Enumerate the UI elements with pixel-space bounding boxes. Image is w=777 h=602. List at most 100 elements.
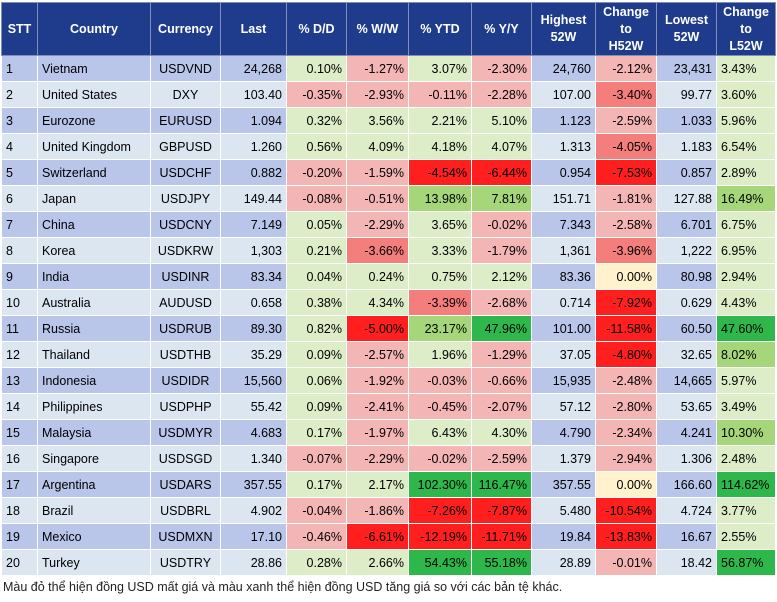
cell-ww: -1.92% — [346, 367, 409, 394]
cell-stt: 16 — [1, 445, 38, 472]
column-header-dd: % D/D — [286, 2, 347, 56]
cell-low: 80.98 — [656, 263, 717, 290]
cell-currency: EURUSD — [150, 107, 221, 134]
cell-low: 53.65 — [656, 393, 717, 420]
cell-ytd: -7.26% — [408, 497, 472, 524]
cell-chg-low: 114.62% — [716, 471, 776, 498]
cell-low: 99.77 — [656, 81, 717, 108]
cell-chg-high: -2.59% — [595, 107, 657, 134]
cell-country: China — [37, 211, 151, 238]
cell-ytd: -0.45% — [408, 393, 472, 420]
cell-stt: 15 — [1, 419, 38, 446]
cell-chg-low: 8.02% — [716, 341, 776, 368]
cell-high: 37.05 — [531, 341, 596, 368]
cell-low: 16.67 — [656, 523, 717, 550]
cell-last: 1,303 — [220, 237, 287, 264]
table-row: 3 Eurozone EURUSD 1.094 0.32% 3.56% 2.21% 5.10%… — [1, 107, 776, 134]
cell-yy: -1.29% — [471, 341, 532, 368]
cell-yy: -2.30% — [471, 55, 532, 82]
cell-dd: 0.04% — [286, 263, 347, 290]
cell-country: Mexico — [37, 523, 151, 550]
cell-dd: 0.17% — [286, 471, 347, 498]
cell-stt: 17 — [1, 471, 38, 498]
cell-yy: -1.79% — [471, 237, 532, 264]
cell-ytd: -0.02% — [408, 445, 472, 472]
cell-last: 17.10 — [220, 523, 287, 550]
cell-ww: -2.29% — [346, 211, 409, 238]
cell-ytd: 2.21% — [408, 107, 472, 134]
cell-country: Turkey — [37, 549, 151, 576]
cell-ww: -2.41% — [346, 393, 409, 420]
cell-low: 1,222 — [656, 237, 717, 264]
cell-dd: 0.56% — [286, 133, 347, 160]
cell-high: 1.123 — [531, 107, 596, 134]
cell-low: 1.183 — [656, 133, 717, 160]
cell-stt: 3 — [1, 107, 38, 134]
table-row: 14 Philippines USDPHP 55.42 0.09% -2.41% -0.45… — [1, 393, 776, 420]
table-row: 4 United Kingdom GBPUSD 1.260 0.56% 4.09% 4.18… — [1, 133, 776, 160]
column-header-country: Country — [37, 2, 151, 56]
cell-low: 166.60 — [656, 471, 717, 498]
cell-low: 1.306 — [656, 445, 717, 472]
cell-chg-low: 47.60% — [716, 315, 776, 342]
cell-low: 1.033 — [656, 107, 717, 134]
cell-currency: USDKRW — [150, 237, 221, 264]
cell-last: 55.42 — [220, 393, 287, 420]
cell-chg-low: 5.96% — [716, 107, 776, 134]
cell-dd: -0.35% — [286, 81, 347, 108]
column-header-ytd: % YTD — [408, 2, 472, 56]
column-header-stt: STT — [1, 2, 38, 56]
cell-dd: 0.06% — [286, 367, 347, 394]
cell-last: 149.44 — [220, 185, 287, 212]
cell-ytd: 3.33% — [408, 237, 472, 264]
cell-country: Thailand — [37, 341, 151, 368]
cell-dd: 0.05% — [286, 211, 347, 238]
column-header-low: Lowest 52W — [656, 2, 717, 56]
cell-high: 1.379 — [531, 445, 596, 472]
cell-chg-high: -3.96% — [595, 237, 657, 264]
cell-yy: -7.87% — [471, 497, 532, 524]
table-row: 12 Thailand USDTHB 35.29 0.09% -2.57% 1.96% -1.… — [1, 341, 776, 368]
cell-chg-high: -7.53% — [595, 159, 657, 186]
cell-yy: 4.07% — [471, 133, 532, 160]
cell-last: 357.55 — [220, 471, 287, 498]
cell-yy: 4.30% — [471, 419, 532, 446]
cell-ytd: -12.19% — [408, 523, 472, 550]
cell-chg-high: -10.54% — [595, 497, 657, 524]
cell-stt: 18 — [1, 497, 38, 524]
cell-ytd: 0.75% — [408, 263, 472, 290]
cell-yy: -2.28% — [471, 81, 532, 108]
cell-chg-high: -7.92% — [595, 289, 657, 316]
cell-low: 60.50 — [656, 315, 717, 342]
cell-country: Singapore — [37, 445, 151, 472]
cell-chg-high: 0.00% — [595, 263, 657, 290]
column-header-yy: % Y/Y — [471, 2, 532, 56]
cell-ytd: 6.43% — [408, 419, 472, 446]
cell-dd: 0.09% — [286, 393, 347, 420]
table-row: 17 Argentina USDARS 357.55 0.17% 2.17% 102.30%… — [1, 471, 776, 498]
cell-yy: 7.81% — [471, 185, 532, 212]
cell-ww: -2.29% — [346, 445, 409, 472]
cell-chg-low: 2.89% — [716, 159, 776, 186]
cell-country: Philippines — [37, 393, 151, 420]
cell-low: 23,431 — [656, 55, 717, 82]
cell-last: 1.094 — [220, 107, 287, 134]
cell-high: 57.12 — [531, 393, 596, 420]
cell-yy: 55.18% — [471, 549, 532, 576]
cell-ww: -2.93% — [346, 81, 409, 108]
cell-currency: USDTRY — [150, 549, 221, 576]
cell-chg-high: -13.83% — [595, 523, 657, 550]
table-row: 15 Malaysia USDMYR 4.683 0.17% -1.97% 6.43% 4.3… — [1, 419, 776, 446]
cell-currency: USDBRL — [150, 497, 221, 524]
table-row: 20 Turkey USDTRY 28.86 0.28% 2.66% 54.43% 55.18… — [1, 549, 776, 576]
cell-chg-low: 6.54% — [716, 133, 776, 160]
cell-ww: -1.86% — [346, 497, 409, 524]
cell-high: 7.343 — [531, 211, 596, 238]
cell-currency: USDTHB — [150, 341, 221, 368]
table-row: 5 Switzerland USDCHF 0.882 -0.20% -1.59% -4.54… — [1, 159, 776, 186]
cell-high: 151.71 — [531, 185, 596, 212]
cell-dd: 0.09% — [286, 341, 347, 368]
table-row: 13 Indonesia USDIDR 15,560 0.06% -1.92% -0.03%… — [1, 367, 776, 394]
cell-stt: 6 — [1, 185, 38, 212]
cell-high: 83.36 — [531, 263, 596, 290]
